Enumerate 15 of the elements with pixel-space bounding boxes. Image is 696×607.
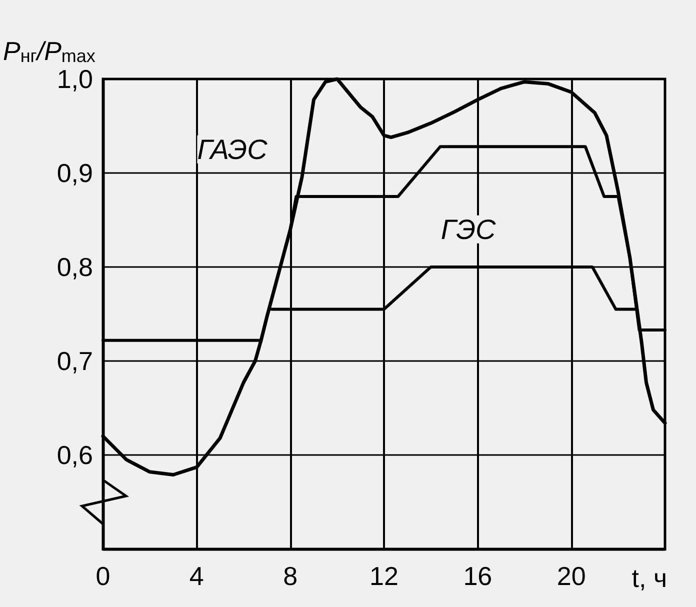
x-tick-label: 8 xyxy=(283,561,298,591)
y-tick-label: 0,8 xyxy=(56,252,93,282)
annotation: ГЭС xyxy=(440,214,497,245)
x-tick-label: 4 xyxy=(189,561,204,591)
x-axis-title: t, ч xyxy=(632,563,667,593)
annotation: ГАЭС xyxy=(197,134,268,165)
y-axis-title: Pнг/Pmax xyxy=(3,36,96,66)
y-tick-label: 1,0 xyxy=(56,64,93,94)
y-tick-label: 0,7 xyxy=(56,346,93,376)
x-tick-label: 12 xyxy=(370,561,398,591)
y-tick-label: 0,9 xyxy=(56,158,93,188)
y-tick-label: 0,6 xyxy=(56,440,93,470)
x-tick-label: 16 xyxy=(463,561,492,591)
x-tick-label: 0 xyxy=(96,561,110,591)
x-tick-label: 20 xyxy=(556,561,586,591)
